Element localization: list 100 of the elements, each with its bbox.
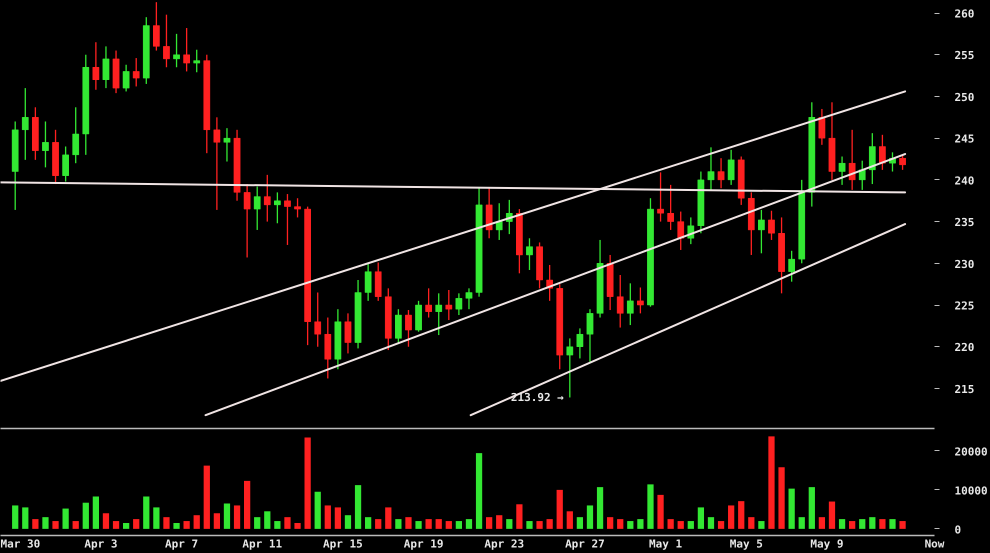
bar — [22, 507, 28, 529]
bar — [112, 521, 120, 529]
candlestick — [466, 288, 472, 310]
bar — [869, 517, 876, 529]
candlestick — [758, 209, 765, 254]
y-tick-label: 240 — [954, 174, 974, 188]
bar — [566, 511, 573, 529]
candlestick — [294, 198, 301, 218]
candlestick — [435, 292, 442, 336]
bar — [32, 519, 38, 529]
bar — [72, 521, 79, 529]
x-tick-label: May 5 — [730, 538, 763, 550]
x-tick-label: Apr 3 — [84, 538, 118, 550]
bar — [324, 505, 331, 529]
candlestick — [657, 172, 664, 222]
y-tick-label: 215 — [954, 382, 974, 396]
bar — [637, 519, 644, 529]
candlestick — [214, 116, 220, 211]
bar — [375, 519, 382, 529]
bar — [446, 521, 452, 529]
candlestick — [62, 146, 69, 182]
candlestick — [364, 262, 372, 302]
bar — [576, 517, 584, 529]
candlestick — [395, 308, 402, 344]
y-tick-label: 260 — [954, 8, 974, 21]
candlestick — [284, 193, 291, 246]
candlestick — [616, 274, 624, 328]
bar — [385, 507, 392, 529]
bar — [234, 505, 240, 529]
bar — [526, 521, 533, 529]
candlestick — [868, 132, 876, 185]
y-tick-label: 225 — [954, 300, 974, 313]
candlestick — [72, 106, 80, 164]
bar — [668, 519, 674, 529]
bar — [838, 519, 846, 529]
candlestick — [456, 292, 462, 316]
candlestick — [102, 46, 110, 89]
bar — [586, 505, 594, 529]
candlestick — [163, 14, 170, 68]
bar — [92, 496, 99, 529]
bar — [284, 517, 291, 529]
bar — [173, 523, 180, 529]
bar — [728, 505, 734, 529]
candlestick — [264, 174, 271, 222]
bar — [415, 521, 422, 529]
candlestick — [818, 108, 826, 146]
bar — [768, 436, 775, 529]
bar — [708, 517, 714, 529]
x-tick-label: Apr 27 — [565, 538, 605, 550]
bar — [476, 453, 482, 529]
bar — [163, 517, 170, 529]
candlestick — [314, 292, 322, 348]
bar — [516, 504, 523, 529]
bar — [678, 521, 684, 529]
y-tick-label: 255 — [954, 49, 974, 62]
y-tick-label: 10000 — [954, 484, 988, 498]
bar — [395, 519, 402, 529]
bar — [647, 484, 654, 529]
candlestick — [788, 250, 796, 282]
bar — [194, 515, 200, 529]
y-tick-label: 0 — [954, 523, 962, 536]
bar — [365, 517, 372, 529]
candlestick — [768, 210, 775, 241]
candlestick — [425, 288, 432, 318]
candlestick — [879, 134, 886, 171]
bar — [264, 511, 270, 529]
bar — [456, 521, 462, 529]
candlestick — [254, 186, 261, 231]
bar — [718, 521, 724, 529]
bar — [405, 517, 412, 529]
bar — [426, 519, 432, 529]
x-tick-label: Apr 7 — [165, 538, 198, 550]
x-tick-label: Apr 11 — [242, 538, 282, 550]
x-tick-label: Apr 19 — [404, 538, 444, 550]
candlestick — [193, 49, 200, 73]
x-tick-label: May 9 — [810, 538, 844, 550]
bar — [738, 501, 744, 529]
bar — [808, 487, 815, 529]
candlestick — [22, 87, 29, 161]
bar — [436, 519, 442, 529]
candlestick — [899, 154, 906, 171]
candlestick — [637, 286, 644, 314]
bar — [627, 521, 634, 529]
candlestick — [445, 289, 452, 321]
bar — [698, 507, 704, 529]
bar — [62, 508, 69, 529]
x-tick-label: Apr 15 — [323, 538, 363, 550]
bar — [214, 513, 220, 529]
y-tick-label: 220 — [954, 341, 974, 354]
candlestick — [42, 120, 49, 168]
bar — [123, 523, 130, 529]
bar — [466, 519, 472, 529]
bar — [12, 505, 18, 529]
bar — [344, 515, 352, 529]
y-tick-label: 250 — [954, 90, 974, 104]
bar — [788, 488, 795, 529]
bar — [859, 519, 866, 529]
y-tick-label: 235 — [954, 216, 974, 230]
candlestick — [586, 308, 594, 362]
candlestick — [576, 328, 584, 360]
